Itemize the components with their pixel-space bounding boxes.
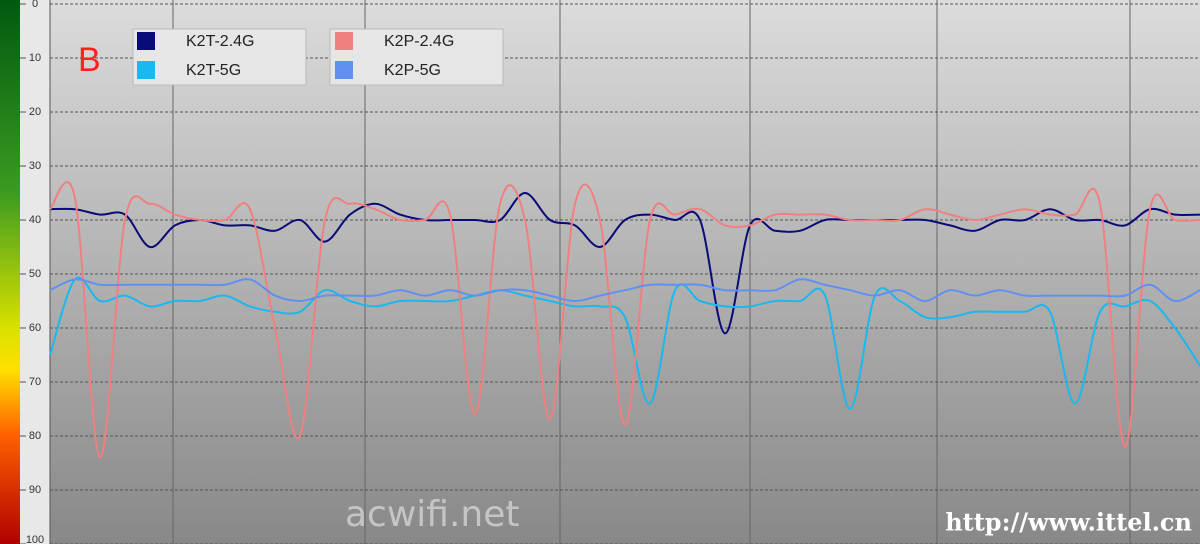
series-line [49, 191, 1200, 335]
legend-label: K2P-2.4G [384, 33, 454, 50]
y-tick-label: 80 [29, 430, 41, 442]
y-tick-label: 60 [29, 322, 41, 334]
y-tick-label: 70 [29, 376, 41, 388]
panel-label: B [78, 41, 101, 79]
series-line [49, 278, 1200, 303]
watermark: http://www.ittel.cn [945, 508, 1192, 537]
legend-swatch [335, 32, 353, 50]
y-tick-label: 50 [29, 268, 41, 280]
y-tick-label: 40 [29, 214, 41, 226]
lines [49, 181, 1200, 459]
watermark: acwifi.net [345, 494, 520, 535]
y-tick-label: 100 [26, 534, 44, 544]
vertical-grid [172, 0, 1131, 544]
y-tick-label: 0 [32, 0, 38, 10]
y-tick-label: 10 [29, 52, 41, 64]
legend-swatch [335, 61, 353, 79]
legend-swatch [137, 61, 155, 79]
legend-label: K2P-5G [384, 62, 441, 79]
series-line [49, 276, 1200, 411]
legend-label: K2T-2.4G [186, 33, 254, 50]
legend-box [329, 28, 504, 86]
plot-area [50, 0, 1200, 544]
legend-swatch [137, 32, 155, 50]
y-tick-label: 30 [29, 160, 41, 172]
y-tick-label: 90 [29, 484, 41, 496]
legend-box [132, 28, 307, 86]
color-scale [0, 0, 20, 544]
legend-label: K2T-5G [186, 62, 241, 79]
legend: K2T-2.4G K2T-5G K2P-2.4G K2P-5G [132, 28, 504, 86]
y-tick-label: 20 [29, 106, 41, 118]
series-line [49, 181, 1200, 459]
